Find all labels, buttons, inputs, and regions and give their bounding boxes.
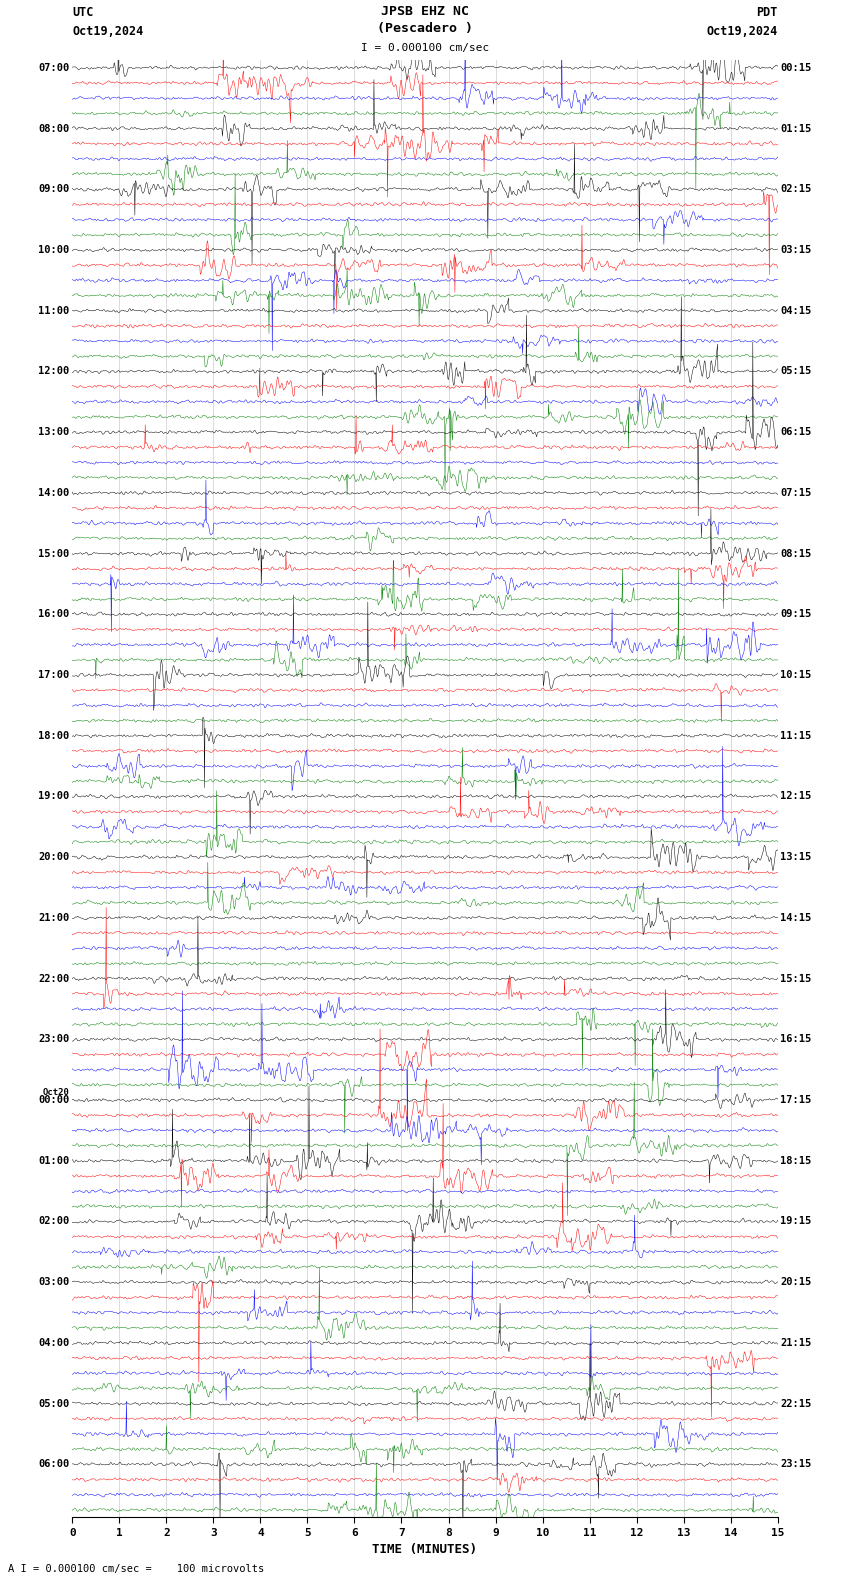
Text: 09:15: 09:15: [780, 610, 812, 619]
Text: 08:15: 08:15: [780, 548, 812, 559]
Text: 13:00: 13:00: [38, 428, 70, 437]
Text: 15:00: 15:00: [38, 548, 70, 559]
Text: 10:15: 10:15: [780, 670, 812, 680]
Text: 02:00: 02:00: [38, 1217, 70, 1226]
Text: 21:15: 21:15: [780, 1338, 812, 1348]
Text: 17:15: 17:15: [780, 1095, 812, 1106]
Text: 22:00: 22:00: [38, 974, 70, 984]
Text: 04:15: 04:15: [780, 306, 812, 315]
Text: Oct19,2024: Oct19,2024: [706, 25, 778, 38]
Text: Oct20: Oct20: [42, 1088, 70, 1096]
Text: 18:00: 18:00: [38, 730, 70, 741]
Text: 16:00: 16:00: [38, 610, 70, 619]
Text: 06:00: 06:00: [38, 1459, 70, 1470]
Text: 10:00: 10:00: [38, 246, 70, 255]
Text: I = 0.000100 cm/sec: I = 0.000100 cm/sec: [361, 43, 489, 52]
Text: Oct19,2024: Oct19,2024: [72, 25, 144, 38]
Text: 11:15: 11:15: [780, 730, 812, 741]
Text: JPSB EHZ NC: JPSB EHZ NC: [381, 5, 469, 17]
Text: A I = 0.000100 cm/sec =    100 microvolts: A I = 0.000100 cm/sec = 100 microvolts: [8, 1565, 264, 1574]
Text: 09:00: 09:00: [38, 184, 70, 195]
Text: 20:00: 20:00: [38, 852, 70, 862]
Text: 19:00: 19:00: [38, 792, 70, 802]
Text: 11:00: 11:00: [38, 306, 70, 315]
Text: 05:15: 05:15: [780, 366, 812, 377]
Text: 00:15: 00:15: [780, 63, 812, 73]
Text: 17:00: 17:00: [38, 670, 70, 680]
Text: 20:15: 20:15: [780, 1277, 812, 1288]
Text: 01:15: 01:15: [780, 124, 812, 133]
Text: 15:15: 15:15: [780, 974, 812, 984]
Text: 03:15: 03:15: [780, 246, 812, 255]
Text: 05:00: 05:00: [38, 1399, 70, 1408]
Text: 12:00: 12:00: [38, 366, 70, 377]
Text: 16:15: 16:15: [780, 1034, 812, 1044]
Text: 21:00: 21:00: [38, 912, 70, 923]
Text: 03:00: 03:00: [38, 1277, 70, 1288]
X-axis label: TIME (MINUTES): TIME (MINUTES): [372, 1543, 478, 1557]
Text: 23:15: 23:15: [780, 1459, 812, 1470]
Text: (Pescadero ): (Pescadero ): [377, 22, 473, 35]
Text: 18:15: 18:15: [780, 1156, 812, 1166]
Text: 22:15: 22:15: [780, 1399, 812, 1408]
Text: 00:00: 00:00: [38, 1095, 70, 1106]
Text: 07:00: 07:00: [38, 63, 70, 73]
Text: UTC: UTC: [72, 6, 94, 19]
Text: PDT: PDT: [756, 6, 778, 19]
Text: 01:00: 01:00: [38, 1156, 70, 1166]
Text: 14:00: 14:00: [38, 488, 70, 497]
Text: 07:15: 07:15: [780, 488, 812, 497]
Text: 19:15: 19:15: [780, 1217, 812, 1226]
Text: 23:00: 23:00: [38, 1034, 70, 1044]
Text: 13:15: 13:15: [780, 852, 812, 862]
Text: 02:15: 02:15: [780, 184, 812, 195]
Text: 14:15: 14:15: [780, 912, 812, 923]
Text: 04:00: 04:00: [38, 1338, 70, 1348]
Text: 08:00: 08:00: [38, 124, 70, 133]
Text: 12:15: 12:15: [780, 792, 812, 802]
Text: 06:15: 06:15: [780, 428, 812, 437]
